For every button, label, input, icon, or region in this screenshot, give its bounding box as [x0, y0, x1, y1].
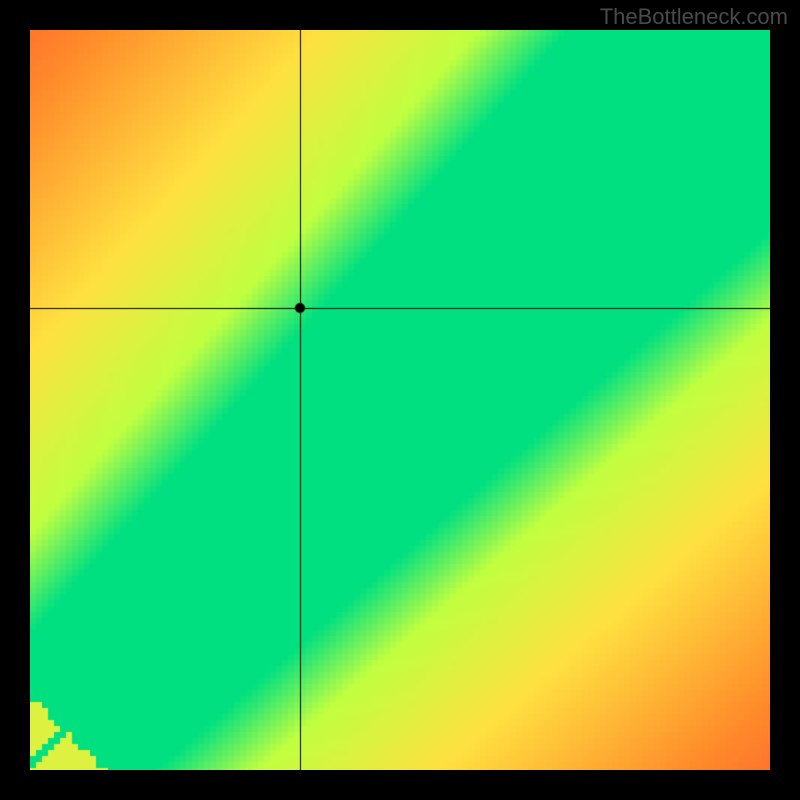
chart-container: TheBottleneck.com: [0, 0, 800, 800]
heatmap-canvas: [30, 30, 770, 770]
watermark-text: TheBottleneck.com: [600, 4, 788, 30]
heatmap-plot: [30, 30, 770, 770]
